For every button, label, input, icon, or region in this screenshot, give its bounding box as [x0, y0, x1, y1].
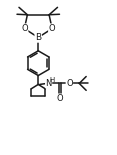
Text: O: O [66, 79, 73, 88]
Text: N: N [45, 79, 52, 88]
Text: H: H [49, 77, 55, 83]
Text: B: B [35, 33, 41, 42]
Text: O: O [57, 95, 64, 104]
Text: O: O [49, 24, 55, 33]
Text: O: O [21, 24, 28, 33]
